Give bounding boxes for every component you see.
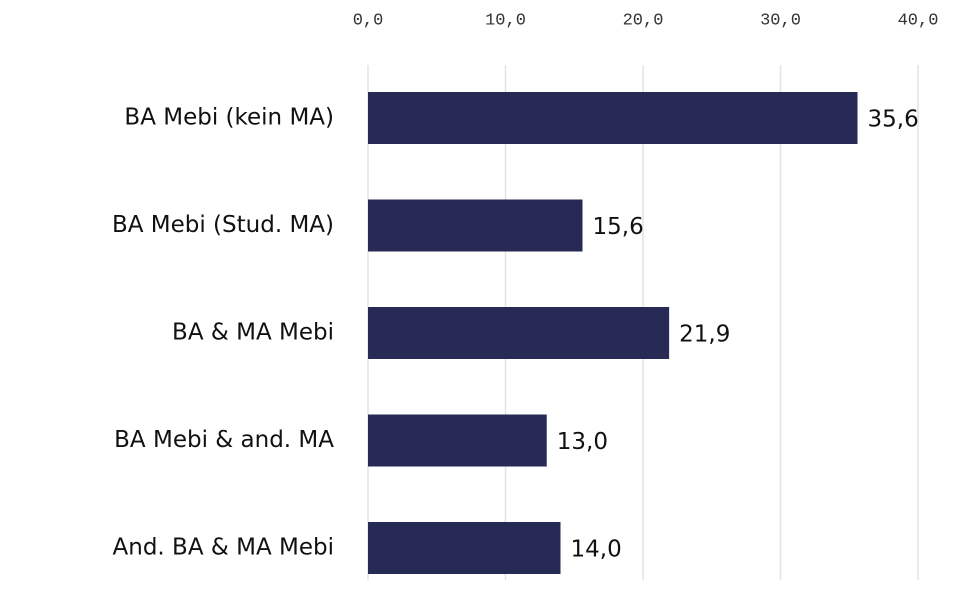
bar [368,199,583,252]
y-tick-label: And. BA & MA Mebi [113,535,334,561]
value-label: 14,0 [571,537,622,563]
x-tick-label: 40,0 [898,11,939,30]
value-label: 15,6 [593,214,644,240]
y-tick-label: BA Mebi (Stud. MA) [112,212,334,238]
y-tick-label: BA Mebi & and. MA [114,427,334,453]
y-tick-label: BA Mebi (kein MA) [124,105,334,131]
bar [368,522,561,574]
bar [368,92,858,144]
value-label: 21,9 [679,322,730,348]
x-tick-label: 30,0 [760,11,801,30]
value-label: 35,6 [868,107,919,133]
value-label: 13,0 [557,429,608,455]
x-tick-label: 20,0 [623,11,664,30]
x-tick-label: 0,0 [353,11,384,30]
bar [368,414,547,467]
x-tick-label: 10,0 [485,11,526,30]
bar [368,307,670,359]
y-tick-label: BA & MA Mebi [172,320,334,346]
